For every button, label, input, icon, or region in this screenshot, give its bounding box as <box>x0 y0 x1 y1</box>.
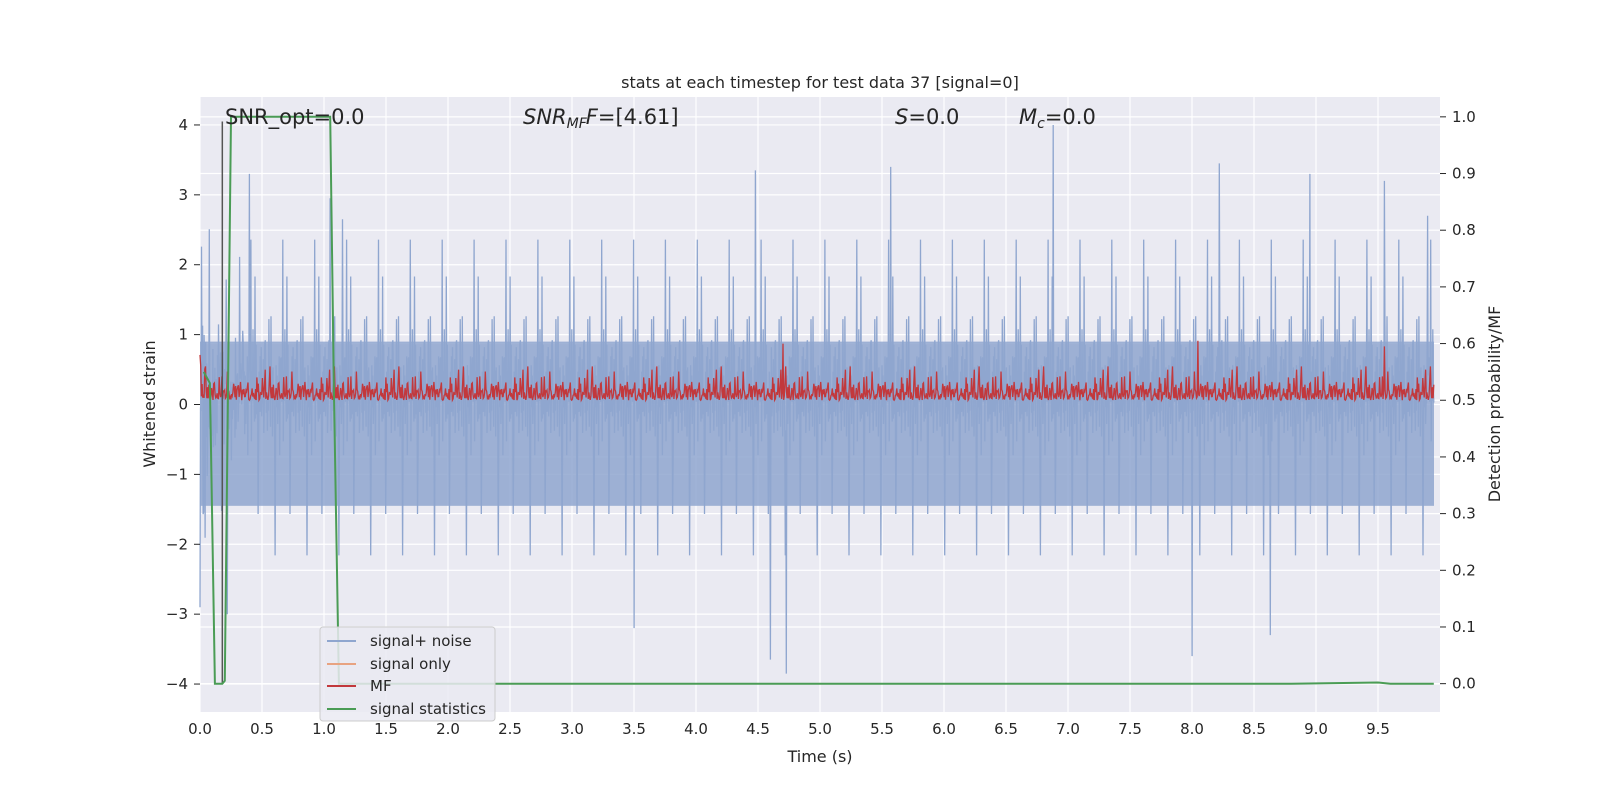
y-left-tick-label-7: −3 <box>166 605 188 623</box>
x-tick-label-5: 2.5 <box>498 720 522 738</box>
x-tick-label-8: 4.0 <box>684 720 708 738</box>
x-tick-label-6: 3.0 <box>560 720 584 738</box>
annotation-mc-label: M <box>1019 105 1037 129</box>
y-left-axis-label: Whitened strain <box>140 340 159 467</box>
x-tick-label-10: 5.0 <box>808 720 832 738</box>
y-left-tick-label-3: 1 <box>178 326 188 344</box>
x-tick-label-13: 6.5 <box>994 720 1018 738</box>
chart-title: stats at each timestep for test data 37 … <box>621 73 1019 92</box>
x-tick-label-17: 8.5 <box>1242 720 1266 738</box>
y-right-tick-label-5: 0.5 <box>1452 391 1476 409</box>
legend-label-mf: MF <box>370 677 392 695</box>
x-axis-label: Time (s) <box>786 747 852 766</box>
y-right-tick-label-8: 0.2 <box>1452 561 1476 579</box>
annotation-s-label: S <box>895 105 908 129</box>
x-tick-label-18: 9.0 <box>1304 720 1328 738</box>
series-signal-statistics <box>202 115 1434 685</box>
x-tick-label-4: 2.0 <box>436 720 460 738</box>
mf-line <box>199 340 1435 403</box>
y-right-tick-label-2: 0.8 <box>1452 221 1476 239</box>
legend-label-signal-only: signal only <box>370 655 451 673</box>
x-tick-label-1: 0.5 <box>250 720 274 738</box>
x-tick-label-11: 5.5 <box>870 720 894 738</box>
y-right-axis-label: Detection probability/MF <box>1485 306 1504 503</box>
x-tick-label-7: 3.5 <box>622 720 646 738</box>
annotation-snr-mf-label: SNR <box>523 105 567 129</box>
x-axis-ticks: 0.0 0.5 1.0 1.5 2.0 2.5 3.0 3.5 4.0 4.5 5.0 5.5 6.0 6… <box>188 720 1390 738</box>
y-right-tick-label-1: 0.9 <box>1452 165 1476 183</box>
y-left-tick-label-5: −1 <box>166 465 188 483</box>
y-right-tick-label-6: 0.4 <box>1452 448 1476 466</box>
legend-label-signal-statistics: signal statistics <box>370 700 486 718</box>
annotation-snr-mf: SNRMFF=[4.61] <box>523 105 679 132</box>
x-tick-label-12: 6.0 <box>932 720 956 738</box>
y-right-tick-label-9: 0.1 <box>1452 618 1476 636</box>
y-right-tick-label-0: 1.0 <box>1452 108 1476 126</box>
legend-label-signal-noise: signal+ noise <box>370 632 472 650</box>
annotation-snr-mf-value: F <box>586 105 599 129</box>
x-tick-label-15: 7.5 <box>1118 720 1142 738</box>
legend: signal+ noise signal only MF signal stat… <box>319 626 496 722</box>
x-tick-label-14: 7.0 <box>1056 720 1080 738</box>
annotation-s: S=0.0 <box>895 105 959 129</box>
y-right-tick-label-4: 0.6 <box>1452 335 1476 353</box>
x-tick-label-3: 1.5 <box>374 720 398 738</box>
x-tick-label-0: 0.0 <box>188 720 212 738</box>
y-right-axis-ticks: 1.0 0.9 0.8 0.7 0.6 0.5 0.4 0.3 0.2 0.1 0.0 <box>1440 108 1476 693</box>
y-right-tick-label-7: 0.3 <box>1452 505 1476 523</box>
annotation-snr-mf-number: =[4.61] <box>598 105 679 129</box>
annotation-mc: Mc=0.0 <box>1019 105 1096 132</box>
annotation-snr-opt: SNR_opt=0.0 <box>225 105 365 130</box>
x-tick-label-19: 9.5 <box>1366 720 1390 738</box>
y-left-tick-label-4: 0 <box>178 396 188 414</box>
y-left-tick-label-0: 4 <box>178 116 188 134</box>
signal-statistics-line <box>202 115 1434 685</box>
y-left-tick-label-8: −4 <box>166 675 188 693</box>
annotation-mc-sub: c <box>1037 116 1045 132</box>
y-left-tick-label-2: 2 <box>178 256 188 274</box>
y-right-tick-label-10: 0.0 <box>1452 675 1476 693</box>
annotation-s-value: =0.0 <box>908 105 959 129</box>
y-left-tick-label-1: 3 <box>178 186 188 204</box>
y-left-tick-label-6: −2 <box>166 535 188 553</box>
x-tick-label-2: 1.0 <box>312 720 336 738</box>
annotation-mc-value: =0.0 <box>1045 105 1096 129</box>
x-tick-label-16: 8.0 <box>1180 720 1204 738</box>
y-left-axis-ticks: 4 3 2 1 0 −1 −2 −3 −4 <box>166 116 200 693</box>
series-mf <box>199 340 1435 403</box>
legend-box <box>319 626 496 722</box>
annotation-snr-mf-sub: MF <box>567 116 588 132</box>
x-tick-label-9: 4.5 <box>746 720 770 738</box>
y-right-tick-label-3: 0.7 <box>1452 278 1476 296</box>
